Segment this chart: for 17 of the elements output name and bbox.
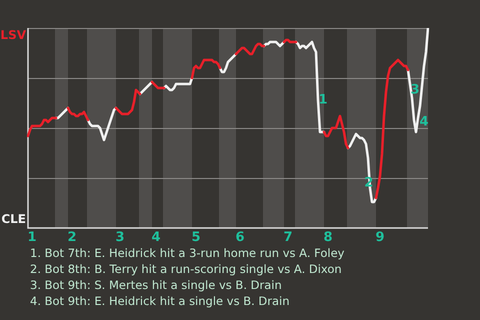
text: LSV bbox=[0, 28, 27, 42]
x-tick-label: 3 bbox=[115, 230, 125, 246]
x-tick-label: 8 bbox=[323, 230, 333, 246]
text: CLE bbox=[1, 212, 26, 226]
x-tick-label: 4 bbox=[151, 230, 161, 246]
x-tick-label: 7 bbox=[283, 230, 293, 246]
x-tick-label: 2 bbox=[67, 230, 77, 246]
annotation: 4 bbox=[419, 114, 429, 130]
text: 3. Bot 9th: S. Mertes hit a single vs B. Drain bbox=[30, 277, 283, 293]
x-tick-label: 5 bbox=[191, 230, 201, 246]
x-tick-label: 6 bbox=[235, 230, 245, 246]
text: 4. Bot 9th: E. Heidrick hit a single vs B. Drain bbox=[30, 293, 291, 309]
x-tick-label: 1 bbox=[27, 230, 37, 246]
text: 2. Bot 8th: B. Terry hit a run-scoring single vs A. Dixon bbox=[30, 261, 343, 277]
x-tick-label: 9 bbox=[375, 230, 385, 246]
annotation: 1 bbox=[318, 92, 328, 108]
text: 1. Bot 7th: E. Heidrick hit a 3-run home run vs A. Foley bbox=[30, 245, 344, 261]
